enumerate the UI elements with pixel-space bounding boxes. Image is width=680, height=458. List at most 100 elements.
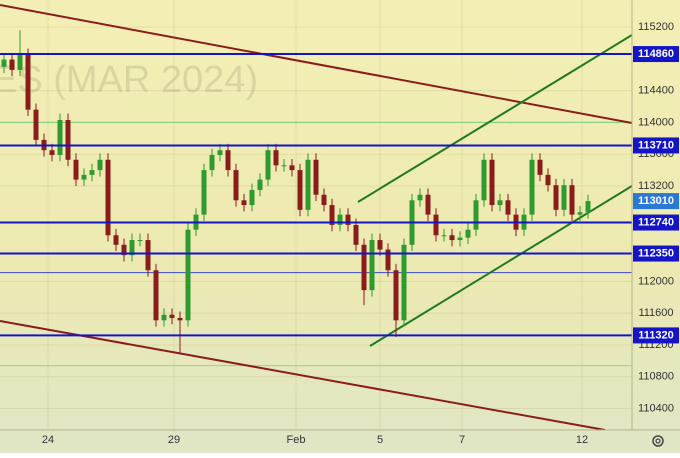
y-tick-label: 112000 <box>638 275 674 287</box>
candle-body <box>145 240 151 271</box>
candle-body <box>313 159 319 195</box>
candle-body <box>337 214 343 225</box>
last-price-box <box>633 193 679 210</box>
trend-lines <box>0 4 632 430</box>
candle-body <box>569 185 575 215</box>
y-tick-label: 113200 <box>638 180 674 192</box>
candle-body <box>441 235 447 237</box>
candle-body <box>497 200 503 206</box>
candle-body <box>361 244 367 291</box>
candle-body <box>241 200 247 206</box>
candle-body <box>473 200 479 230</box>
y-tick-label: 114000 <box>638 116 674 128</box>
candle-body <box>137 240 143 242</box>
candle-body <box>17 54 23 70</box>
level-label: 112350 <box>638 247 674 259</box>
candle-body <box>577 212 583 215</box>
level-label-box <box>633 46 679 63</box>
candle-body <box>489 159 495 206</box>
candle-body <box>169 314 175 318</box>
level-label-box <box>633 137 679 154</box>
candle-body <box>73 159 79 180</box>
candle-body <box>89 170 95 175</box>
candle-body <box>57 120 63 155</box>
candle-body <box>217 150 223 155</box>
y-tick-label: 110800 <box>638 371 674 383</box>
candle-body <box>209 154 215 171</box>
x-tick-label: Feb <box>287 434 306 446</box>
candle-body <box>33 109 39 140</box>
candle-body <box>161 314 167 321</box>
trend-line <box>0 320 606 430</box>
candle-body <box>433 214 439 236</box>
y-tick-label: 111600 <box>638 307 673 319</box>
candle-body <box>185 229 191 321</box>
candle-body <box>305 159 311 210</box>
candle-body <box>345 214 351 225</box>
candle-body <box>105 159 111 236</box>
candle-body <box>281 165 287 167</box>
candle-body <box>65 120 71 160</box>
candle-body <box>465 229 471 238</box>
candle-body <box>257 179 263 190</box>
candle-body <box>1 59 7 67</box>
candle-body <box>273 150 279 166</box>
candle-body <box>457 237 463 241</box>
settings-icon[interactable] <box>652 435 664 447</box>
level-label-box <box>633 214 679 231</box>
candle-body <box>385 249 391 271</box>
candle-body <box>425 194 431 215</box>
candle-body <box>561 185 567 210</box>
level-label: 111320 <box>638 329 674 341</box>
candle-body <box>297 170 303 210</box>
candle-body <box>529 159 535 215</box>
candle-body <box>9 59 15 70</box>
candle-body <box>393 270 399 321</box>
candle-body <box>321 194 327 206</box>
level-label-box <box>633 245 679 262</box>
candle-body <box>81 174 87 180</box>
candle-body <box>153 270 159 321</box>
candle-body <box>129 240 135 256</box>
level-label-box <box>633 327 679 344</box>
y-tick-label: 110400 <box>638 402 674 414</box>
candle-body <box>377 240 383 250</box>
level-label: 112740 <box>638 216 674 228</box>
candle-body <box>233 170 239 201</box>
candle-body <box>545 174 551 186</box>
candle-body <box>537 159 543 175</box>
candle-body <box>25 54 31 110</box>
candle-body <box>585 201 591 213</box>
y-tick-label: 114400 <box>638 85 674 97</box>
candle-body <box>249 189 255 206</box>
candle-body <box>225 150 231 171</box>
x-tick-label: 24 <box>42 434 54 446</box>
candle-body <box>369 240 375 291</box>
x-tick-label: 5 <box>377 434 383 446</box>
candle-body <box>97 159 103 171</box>
x-tick-label: 7 <box>459 434 465 446</box>
candle-body <box>417 194 423 201</box>
candle-body <box>505 200 511 215</box>
candle-body <box>353 224 359 245</box>
candle-body <box>177 317 183 321</box>
y-tick-label: 115200 <box>638 21 674 33</box>
candle-body <box>329 205 335 225</box>
x-tick-label: 12 <box>576 434 588 446</box>
channel-line <box>357 34 632 203</box>
candle-body <box>401 244 407 321</box>
candle-body <box>553 185 559 210</box>
candle-body <box>201 170 207 215</box>
trend-line <box>0 4 632 124</box>
watermark: ES (MAR 2024) <box>0 59 258 101</box>
candle-body <box>265 150 271 180</box>
candle-body <box>289 165 295 171</box>
level-label: 113710 <box>638 139 674 151</box>
x-tick-label: 29 <box>168 434 180 446</box>
candle-body <box>481 159 487 201</box>
candle-body <box>449 235 455 241</box>
candle-body <box>49 150 55 155</box>
gear[interactable] <box>652 435 664 447</box>
gear-center[interactable] <box>655 438 661 444</box>
